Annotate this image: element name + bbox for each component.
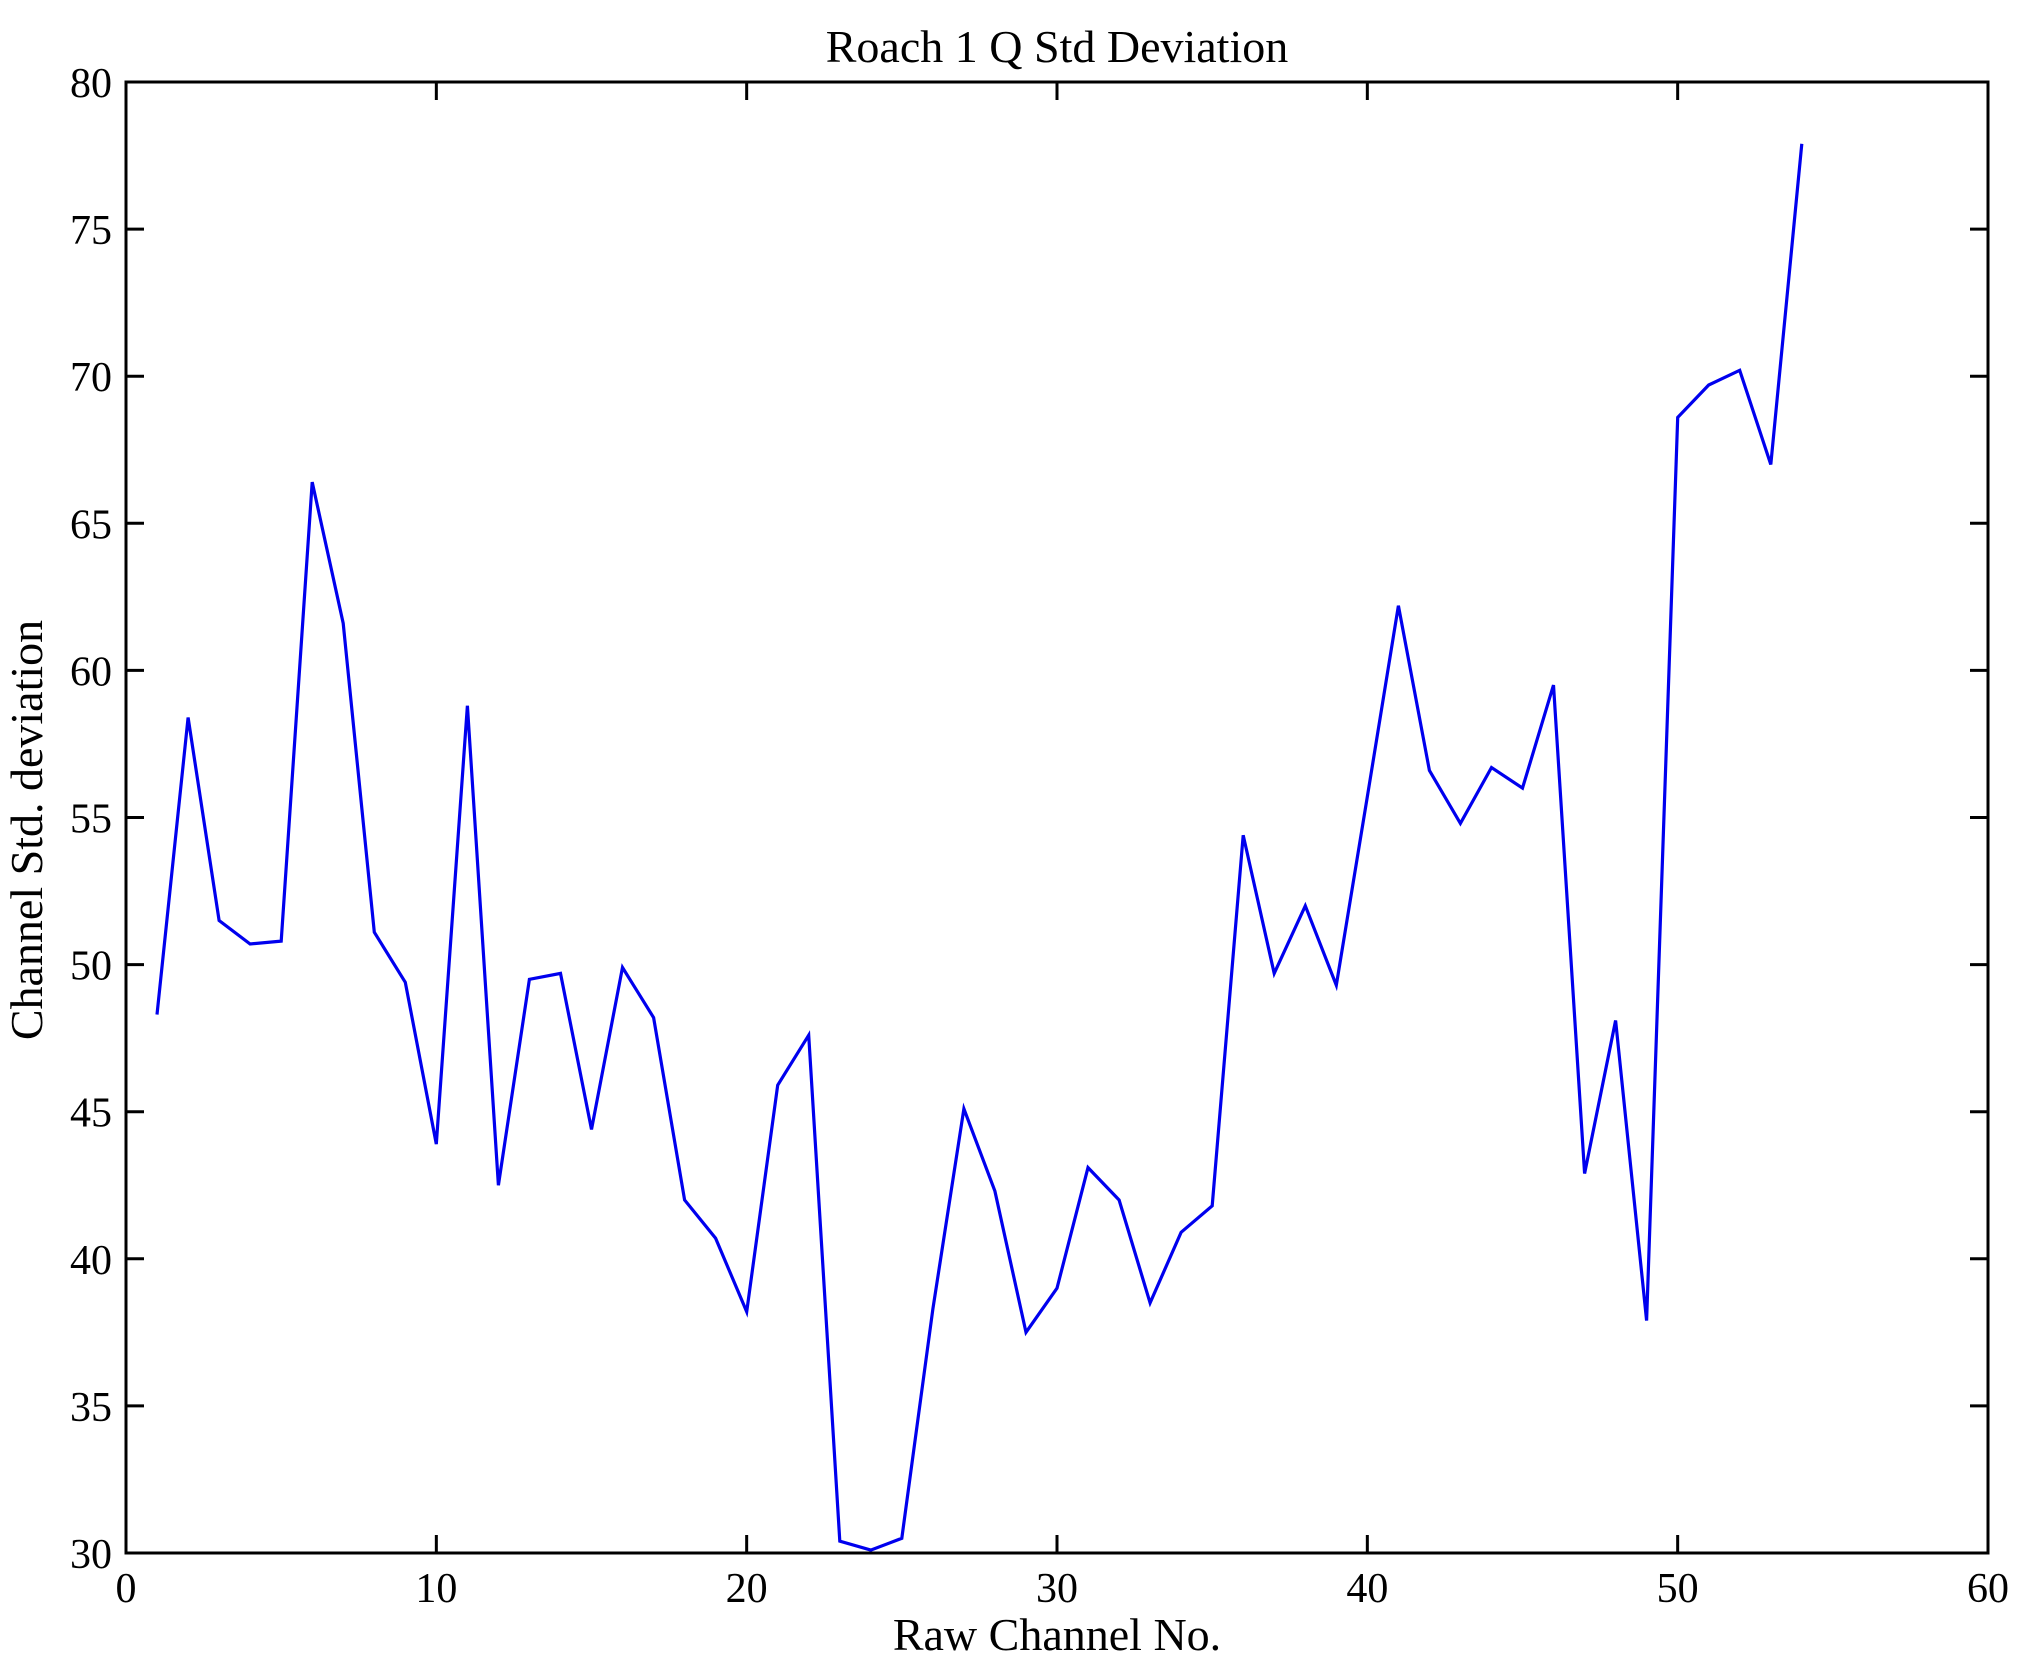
x-tick-label: 20 [726, 1566, 768, 1612]
axes-box [124, 80, 1990, 1555]
y-tick-label: 35 [70, 1385, 112, 1431]
y-tick-label: 70 [70, 355, 112, 401]
x-tick-label: 0 [116, 1566, 137, 1612]
x-tick-label: 50 [1657, 1566, 1699, 1612]
y-tick-label: 75 [70, 208, 112, 254]
y-tick-label: 60 [70, 649, 112, 695]
plot-area: 0 10 20 30 40 50 60 30 35 40 45 50 55 60 65 70 75 80 [70, 61, 2009, 1612]
y-tick-label: 30 [70, 1532, 112, 1578]
x-tick-label: 60 [1967, 1566, 2009, 1612]
chart-title: Roach 1 Q Std Deviation [826, 21, 1289, 72]
y-tick-label: 80 [70, 61, 112, 107]
y-tick-label: 50 [70, 944, 112, 990]
y-tick-label: 40 [70, 1238, 112, 1284]
y-tick-label: 45 [70, 1091, 112, 1137]
y-axis-label: Channel Std. deviation [1, 620, 52, 1040]
x-tick-label: 10 [415, 1566, 457, 1612]
x-axis-label: Raw Channel No. [893, 1609, 1221, 1660]
y-tick-label: 55 [70, 797, 112, 843]
x-tick-label: 40 [1346, 1566, 1388, 1612]
data-series-line [155, 143, 1804, 1552]
y-tick-label: 65 [70, 502, 112, 548]
x-tick-label: 30 [1036, 1566, 1078, 1612]
